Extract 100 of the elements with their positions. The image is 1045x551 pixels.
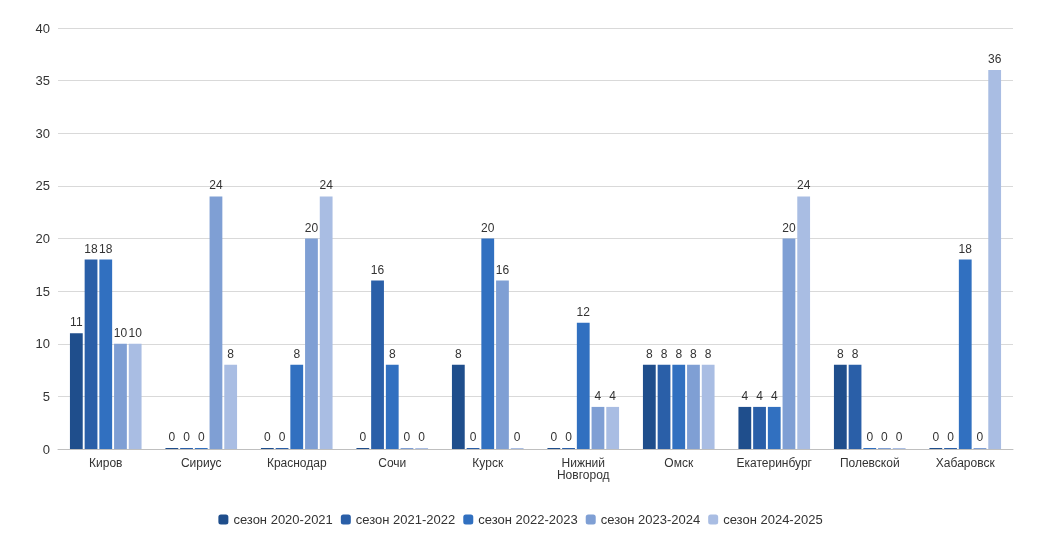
y-tick-label: 25 xyxy=(35,178,50,194)
data-label: 0 xyxy=(881,430,889,444)
bar xyxy=(657,364,671,449)
data-label: 0 xyxy=(932,430,940,444)
y-tick-label: 35 xyxy=(35,73,50,89)
bar xyxy=(224,364,238,449)
y-tick-label: 0 xyxy=(42,441,50,457)
data-label: 16 xyxy=(370,262,385,277)
data-label: 24 xyxy=(796,178,811,193)
data-label: 4 xyxy=(741,388,749,403)
bar xyxy=(69,333,83,449)
data-label: 0 xyxy=(513,430,521,444)
data-label: 11 xyxy=(70,315,83,330)
data-label: 8 xyxy=(293,346,301,361)
data-label: 0 xyxy=(469,430,477,444)
y-tick-label: 20 xyxy=(35,231,50,246)
data-label: 12 xyxy=(576,304,591,319)
bar xyxy=(797,196,811,449)
bar xyxy=(481,238,495,449)
x-tick-label: Полевской xyxy=(839,456,900,470)
bar xyxy=(84,259,98,449)
bar xyxy=(451,364,465,449)
y-tick-label: 10 xyxy=(35,336,50,352)
legend-label: сезон 2024-2025 xyxy=(723,512,823,527)
bar xyxy=(833,364,847,449)
x-tick-label: Екатеринбург xyxy=(736,456,813,470)
x-tick-label: Сириус xyxy=(180,456,222,470)
x-tick-label: Сочи xyxy=(378,456,407,470)
bar xyxy=(672,364,686,449)
bar xyxy=(606,406,620,449)
data-label: 4 xyxy=(594,388,602,403)
x-tick-label: Курск xyxy=(472,456,504,470)
data-label: 0 xyxy=(403,430,411,444)
data-label: 8 xyxy=(675,346,683,361)
x-tick-label: Нижний Новгород xyxy=(556,456,610,482)
data-label: 8 xyxy=(851,346,859,361)
data-label: 4 xyxy=(770,388,778,403)
bar xyxy=(305,238,318,449)
data-label: 8 xyxy=(454,346,462,361)
data-label: 8 xyxy=(645,346,653,361)
data-label: 18 xyxy=(958,241,973,256)
data-label: 10 xyxy=(113,325,128,340)
bar xyxy=(642,364,656,449)
bar xyxy=(591,406,605,449)
data-label: 0 xyxy=(418,430,426,444)
data-label: 4 xyxy=(756,388,764,403)
bar xyxy=(128,343,142,449)
data-label: 8 xyxy=(660,346,668,361)
data-label: 0 xyxy=(359,430,367,444)
bar xyxy=(738,406,752,449)
bar xyxy=(767,406,781,449)
legend-label: сезон 2020-2021 xyxy=(233,512,333,527)
bar xyxy=(687,364,700,449)
data-label: 20 xyxy=(481,220,495,235)
legend-label: сезон 2022-2023 xyxy=(478,512,578,527)
legend-label: сезон 2023-2024 xyxy=(600,512,701,527)
data-label: 10 xyxy=(128,325,143,340)
data-label: 4 xyxy=(609,388,617,403)
data-label: 0 xyxy=(565,430,573,444)
data-label: 0 xyxy=(183,430,191,444)
bar xyxy=(496,280,509,449)
bar xyxy=(319,196,333,449)
data-label: 16 xyxy=(495,262,510,277)
bar xyxy=(99,259,113,449)
bar xyxy=(576,322,590,449)
bar xyxy=(209,196,223,449)
data-label: 0 xyxy=(947,430,955,444)
x-tick-label: Киров xyxy=(89,456,123,470)
bar xyxy=(782,238,796,449)
bar xyxy=(701,364,715,449)
bar xyxy=(848,364,862,449)
data-label: 0 xyxy=(278,430,286,444)
data-label: 8 xyxy=(704,346,712,361)
x-tick-label: Омск xyxy=(664,456,694,470)
x-tick-label: Краснодар xyxy=(266,456,327,470)
data-label: 18 xyxy=(99,241,113,256)
data-label: 0 xyxy=(197,430,205,444)
data-label: 20 xyxy=(782,220,796,235)
data-label: 18 xyxy=(84,241,99,256)
y-tick-label: 15 xyxy=(35,283,50,299)
bar xyxy=(988,70,1002,449)
data-label: 0 xyxy=(168,430,176,444)
bar xyxy=(114,343,127,449)
bar xyxy=(371,280,384,449)
bar xyxy=(385,364,399,449)
data-label: 8 xyxy=(227,346,235,361)
y-tick-label: 40 xyxy=(35,20,50,36)
y-tick-label: 30 xyxy=(35,125,50,141)
y-tick-label: 5 xyxy=(42,388,50,404)
x-tick-label: Хабаровск xyxy=(935,456,996,470)
data-label: 8 xyxy=(836,346,844,361)
data-label: 0 xyxy=(866,430,874,444)
legend-label: сезон 2021-2022 xyxy=(355,512,456,527)
data-label: 24 xyxy=(209,178,223,193)
data-label: 8 xyxy=(388,346,396,361)
data-label: 0 xyxy=(550,430,558,444)
data-label: 0 xyxy=(263,430,271,444)
bar xyxy=(290,364,304,449)
data-label: 8 xyxy=(690,346,698,361)
data-label: 24 xyxy=(319,178,334,193)
